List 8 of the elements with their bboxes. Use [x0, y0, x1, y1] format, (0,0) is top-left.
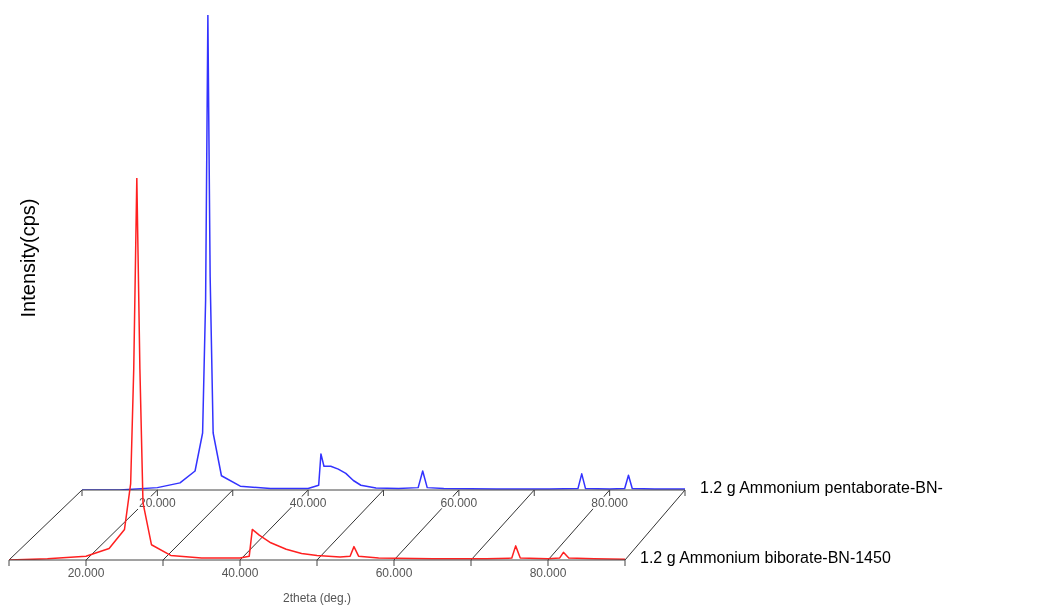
x-tick-label: 60.000: [375, 565, 413, 580]
y-axis-title: Intensity(cps): [16, 198, 40, 318]
x-tick-label: 80.000: [529, 565, 567, 580]
x-tick-label: 40.000: [221, 565, 259, 580]
series-label: 1.2 g Ammonium biborate-BN-1450: [640, 549, 891, 567]
x-axis-title: 2theta (deg.): [282, 591, 352, 605]
series-label: 1.2 g Ammonium pentaborate-BN-: [700, 479, 943, 497]
x-tick-label: 20.000: [67, 565, 105, 580]
